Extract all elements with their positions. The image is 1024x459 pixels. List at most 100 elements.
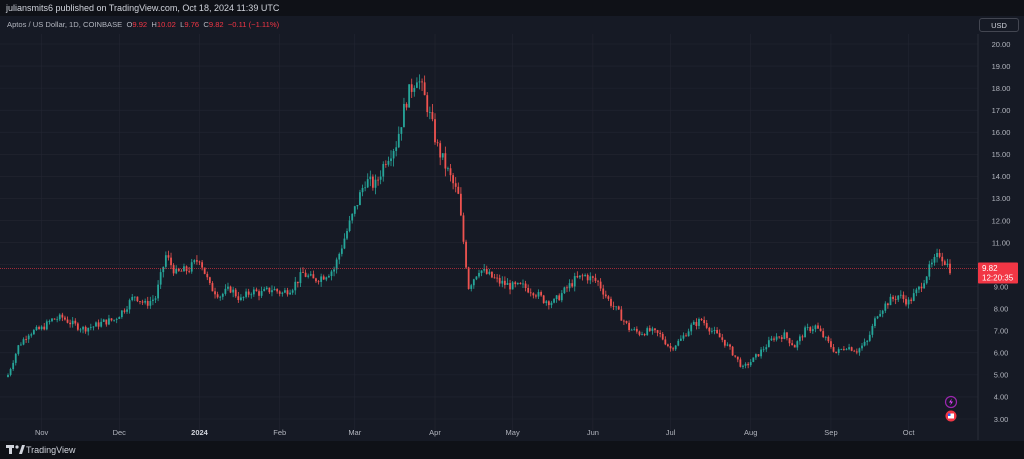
candle [43,322,46,331]
candle [40,325,43,331]
candle [848,343,850,351]
candle [340,244,343,257]
candle [304,269,307,278]
y-tick-label: 8.00 [994,305,1009,314]
candle [356,205,359,210]
candle [503,276,506,289]
candle [322,274,325,280]
candle [586,273,589,284]
candle [413,85,416,97]
candle [672,346,674,352]
candle [188,266,191,274]
candle [167,250,170,261]
candle [871,323,874,338]
candle [346,228,348,240]
flag-icon[interactable] [945,410,957,422]
candle [894,295,897,305]
y-tick-label: 17.00 [992,106,1011,115]
candle [423,75,426,96]
candle [861,342,863,351]
candle [773,336,775,342]
candle [289,289,291,295]
candle [431,103,434,122]
candle [529,288,532,297]
candles [7,74,951,378]
candle [263,286,266,292]
candle [333,266,335,277]
y-tick-label: 18.00 [992,84,1011,93]
candle [617,305,620,310]
x-tick-label: Mar [348,428,361,437]
low-value: 9.76 [184,20,200,29]
candle [907,297,910,309]
candle [408,84,411,108]
candle [66,316,69,324]
lightning-icon[interactable] [944,395,958,409]
candle [53,318,56,320]
footer-bar [0,441,1024,459]
candle [447,166,449,172]
candle [454,177,457,193]
candle [128,298,131,314]
candle [527,284,530,294]
candle [506,278,509,285]
candle [690,322,693,336]
candle [302,267,304,273]
candle [868,331,871,343]
candle [139,301,141,305]
candle [348,215,351,233]
candle [115,317,118,324]
candle [801,334,804,341]
candle [742,364,744,369]
candle [359,189,361,206]
candle [858,347,861,356]
candle [767,336,770,348]
candle [760,347,762,359]
candle [853,349,856,352]
candle [509,279,511,295]
candle [61,312,64,322]
candle [208,276,211,286]
candle [113,319,116,322]
candle [519,282,522,285]
candle [713,326,716,335]
candle [623,319,625,325]
publish-text: juliansmits6 published on TradingView.co… [6,3,280,13]
candle [892,295,894,302]
candle [550,300,553,309]
candle [296,281,299,288]
candle [806,323,809,331]
candle [770,335,773,342]
candle [762,346,765,353]
currency-button[interactable]: USD [979,18,1019,32]
candle [739,357,742,368]
candle [157,280,159,302]
candle [708,326,711,335]
candle [258,289,260,301]
candle [817,322,819,329]
candle [216,291,219,299]
candle [791,339,794,346]
candle [786,331,788,341]
candle [749,359,752,368]
candle [224,284,227,296]
candle [410,78,413,98]
countdown-text: 12:20:35 [982,274,1014,283]
candle [842,346,845,351]
x-tick-label: Nov [35,428,49,437]
candle [227,282,229,291]
candle [918,285,920,294]
candle [343,233,346,250]
candle [87,327,90,336]
candle [832,344,835,353]
candle [692,320,695,325]
tradingview-logo-icon [6,445,25,454]
candle [584,273,587,277]
candle [390,150,392,167]
candle [436,139,439,147]
y-tick-label: 3.00 [994,415,1009,424]
candle [729,343,731,350]
candle [602,284,605,300]
candle [353,205,356,217]
